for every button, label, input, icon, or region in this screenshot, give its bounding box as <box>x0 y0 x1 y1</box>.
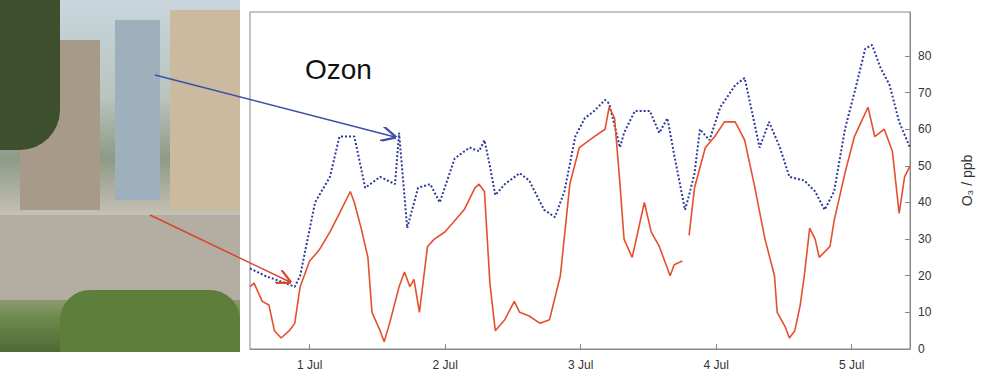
svg-text:20: 20 <box>918 269 932 283</box>
svg-text:30: 30 <box>918 232 932 246</box>
svg-text:50: 50 <box>918 159 932 173</box>
svg-text:5 Jul: 5 Jul <box>839 358 864 372</box>
svg-text:10: 10 <box>918 305 932 319</box>
svg-text:0: 0 <box>918 342 925 356</box>
svg-text:4 Jul: 4 Jul <box>704 358 729 372</box>
svg-text:3 Jul: 3 Jul <box>568 358 593 372</box>
svg-text:Ozon: Ozon <box>305 54 372 85</box>
svg-text:1 Jul: 1 Jul <box>297 358 322 372</box>
svg-text:2 Jul: 2 Jul <box>432 358 457 372</box>
svg-text:60: 60 <box>918 122 932 136</box>
svg-text:40: 40 <box>918 195 932 209</box>
svg-text:70: 70 <box>918 86 932 100</box>
svg-text:80: 80 <box>918 49 932 63</box>
svg-text:O₃ / ppb: O₃ / ppb <box>959 154 975 206</box>
